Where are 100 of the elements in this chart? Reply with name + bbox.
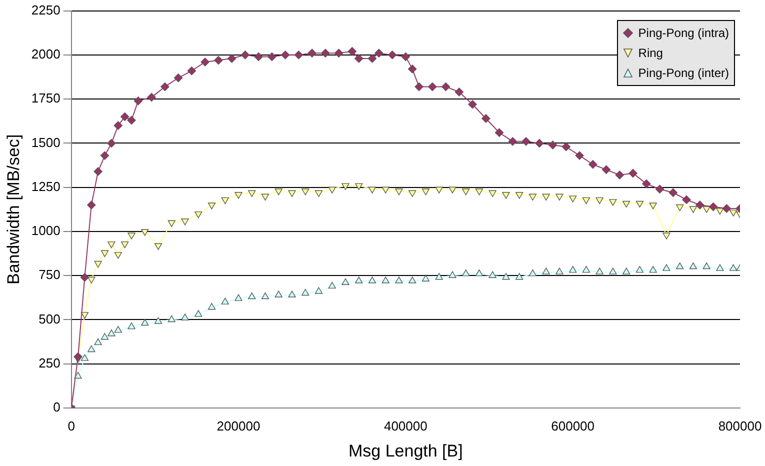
point	[334, 48, 344, 58]
point	[475, 188, 484, 196]
point	[475, 269, 484, 276]
point	[441, 82, 450, 92]
point	[100, 333, 109, 340]
point	[636, 266, 644, 273]
point	[108, 330, 116, 336]
y-tick-label: 750	[38, 267, 60, 282]
point	[454, 88, 464, 96]
point	[448, 186, 456, 194]
point	[582, 197, 590, 204]
point	[74, 352, 82, 362]
point	[556, 268, 564, 274]
point	[636, 200, 644, 208]
y-tick-label: 1250	[31, 178, 60, 194]
point	[154, 317, 162, 324]
point	[121, 241, 129, 248]
point	[368, 54, 377, 63]
point	[294, 50, 304, 60]
point	[395, 188, 403, 196]
point	[516, 192, 524, 199]
point	[622, 200, 630, 208]
point	[214, 56, 223, 65]
point	[428, 82, 437, 92]
y-axis-title: Bandwidth [MB/sec]	[4, 134, 23, 285]
point	[227, 54, 236, 63]
point	[575, 151, 584, 160]
point	[382, 276, 390, 284]
x-tick-label: 600000	[551, 418, 595, 434]
point	[662, 264, 670, 271]
point	[261, 194, 270, 201]
point	[100, 250, 109, 257]
point	[114, 121, 122, 130]
point	[368, 186, 376, 194]
point	[548, 140, 558, 150]
y-tick-label: 2250	[31, 2, 60, 18]
point	[716, 264, 724, 271]
point	[174, 74, 183, 82]
point	[221, 197, 229, 204]
point	[502, 273, 510, 280]
y-tick-label: 1000	[31, 223, 60, 238]
point	[502, 192, 510, 199]
point	[248, 190, 256, 197]
point	[628, 168, 638, 178]
point	[88, 345, 96, 352]
point	[321, 48, 330, 58]
point	[114, 252, 122, 259]
point	[649, 202, 657, 210]
point	[248, 292, 256, 300]
point	[348, 47, 357, 56]
point	[408, 190, 416, 197]
point	[676, 204, 684, 212]
point	[662, 232, 670, 240]
point	[342, 183, 350, 190]
point	[354, 54, 364, 63]
point	[127, 116, 136, 125]
point	[240, 50, 250, 60]
point	[569, 196, 577, 202]
point	[388, 50, 397, 60]
point	[94, 167, 102, 176]
point	[488, 190, 496, 197]
point	[187, 66, 196, 76]
point	[134, 96, 143, 106]
point	[141, 229, 149, 236]
x-axis-title: Msg Length [B]	[348, 441, 463, 460]
point	[168, 315, 176, 322]
point	[314, 287, 323, 294]
point	[488, 271, 496, 278]
point	[88, 276, 96, 284]
x-tick-label: 800000	[718, 418, 762, 434]
point	[355, 276, 363, 284]
y-tick-label: 2000	[31, 46, 60, 62]
x-tick-label: 400000	[384, 418, 428, 434]
point	[234, 294, 242, 301]
point	[401, 52, 410, 62]
point	[368, 276, 376, 284]
x-tick-label: 200000	[216, 418, 260, 434]
point	[328, 186, 336, 194]
y-tick-label: 1500	[31, 134, 60, 150]
point	[80, 354, 89, 361]
point	[160, 82, 170, 92]
point	[596, 268, 604, 274]
point	[482, 114, 490, 123]
point	[342, 278, 350, 286]
y-tick-label: 250	[38, 355, 60, 370]
point	[94, 260, 102, 268]
point	[516, 273, 524, 280]
point	[448, 271, 456, 278]
point	[382, 186, 390, 194]
point	[676, 262, 684, 270]
point	[462, 188, 470, 196]
point	[462, 269, 470, 276]
point	[128, 322, 136, 330]
point	[374, 48, 384, 58]
point	[528, 194, 537, 201]
point	[562, 142, 570, 152]
point	[302, 188, 310, 196]
point	[194, 211, 202, 218]
point	[268, 52, 276, 62]
point	[689, 262, 698, 270]
